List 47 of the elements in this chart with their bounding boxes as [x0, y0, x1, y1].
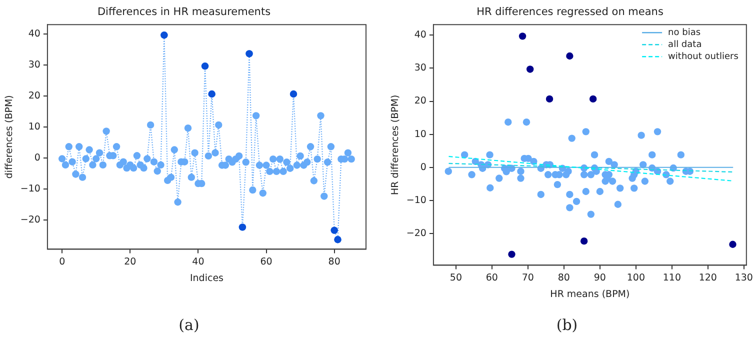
- y-tick-label: 10: [414, 128, 426, 140]
- y-tick-label: −10: [20, 184, 40, 195]
- point: [580, 237, 588, 245]
- y-tick-label: 30: [414, 62, 426, 74]
- y-tick-label: 30: [28, 60, 40, 71]
- y-tick-label: 40: [414, 30, 426, 41]
- point: [546, 95, 554, 103]
- legend-label: without outliers: [668, 52, 739, 62]
- point: [566, 52, 574, 60]
- x-tick-label: 90: [594, 272, 606, 284]
- x-tick-label: 60: [486, 272, 498, 284]
- y-tick-label: 20: [414, 96, 426, 107]
- y-tick-label: 20: [28, 90, 40, 102]
- x-axis-title: HR means (BPM): [550, 288, 630, 300]
- x-tick-label: 70: [522, 272, 534, 284]
- point: [589, 95, 597, 103]
- legend-label: no bias: [668, 28, 701, 38]
- y-tick-label: 10: [28, 122, 40, 133]
- x-tick-label: 20: [124, 256, 136, 268]
- y-tick-label: −20: [406, 228, 426, 239]
- text: (b): [555, 316, 579, 334]
- x-axis-title: Indices: [190, 272, 224, 284]
- x-tick-label: 40: [192, 256, 204, 268]
- y-tick-label: 0: [34, 152, 40, 164]
- chart-title: Differences in HR measurements: [97, 6, 271, 18]
- y-tick-label: 0: [420, 162, 426, 173]
- y-axis-title: differences (BPM): [4, 95, 16, 179]
- y-tick-label: 40: [28, 28, 40, 40]
- point: [526, 66, 534, 73]
- point: [729, 240, 736, 248]
- x-tick-label: 80: [558, 272, 570, 284]
- point: [518, 32, 526, 40]
- x-tick-label: 130: [734, 272, 753, 284]
- x-tick-label: 0: [59, 256, 66, 268]
- y-tick-label: −10: [406, 194, 426, 206]
- x-tick-label: 80: [328, 256, 340, 268]
- legend-label: all data: [668, 40, 702, 50]
- y-tick-label: −20: [20, 214, 40, 226]
- x-tick-label: 100: [626, 272, 645, 284]
- x-tick-label: 110: [662, 272, 681, 284]
- y-axis-title: HR differences (BPM): [390, 94, 402, 196]
- text: (a): [178, 316, 200, 334]
- point: [508, 250, 516, 258]
- x-tick-label: 120: [698, 272, 717, 284]
- chart-title: HR differences regressed on means: [476, 6, 664, 18]
- x-tick-label: 50: [450, 272, 462, 284]
- x-tick-label: 60: [260, 256, 272, 268]
